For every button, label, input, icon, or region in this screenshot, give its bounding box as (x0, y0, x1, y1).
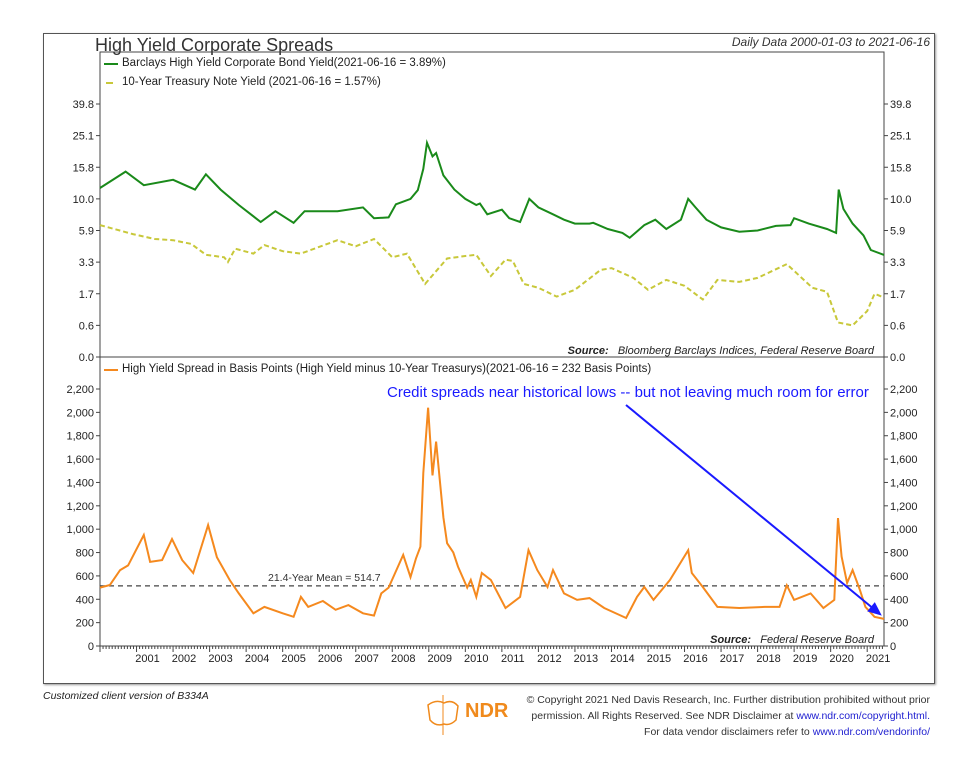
bottom-ytick-label-right: 1,800 (890, 431, 918, 443)
vendor-line: For data vendor disclaimers refer to www… (527, 724, 930, 740)
bottom-ytick-label-left: 400 (76, 594, 94, 606)
bottom-ytick-label-left: 200 (76, 618, 94, 630)
top-ytick-label-right: 0.6 (890, 320, 905, 332)
bottom-ytick-label-right: 1,200 (890, 501, 918, 513)
top-ytick-label-left: 1.7 (79, 289, 94, 301)
bottom-ytick-label-right: 1,400 (890, 477, 918, 489)
bottom-ytick-label-left: 2,000 (66, 407, 94, 419)
xtick-label: 2005 (281, 653, 305, 665)
bottom-ytick-label-left: 2,200 (66, 384, 94, 396)
top-source: Source: Bloomberg Barclays Indices, Fede… (568, 345, 874, 357)
legend-high-yield: Barclays High Yield Corporate Bond Yield… (122, 57, 446, 69)
xtick-label: 2003 (208, 653, 232, 665)
xtick-label: 2019 (793, 653, 817, 665)
top-ytick-label-left: 0.6 (79, 320, 94, 332)
xtick-label: 2008 (391, 653, 415, 665)
copyright-line-1: © Copyright 2021 Ned Davis Research, Inc… (526, 694, 930, 706)
top-source-text: Bloomberg Barclays Indices, Federal Rese… (617, 345, 874, 357)
bottom-ytick-label-left: 1,600 (66, 454, 94, 466)
bottom-ytick-label-left: 1,000 (66, 524, 94, 536)
arrowhead-icon (867, 602, 882, 616)
top-ytick-label-left: 10.0 (73, 194, 94, 206)
vendor-text: For data vendor disclaimers refer to (644, 726, 810, 738)
bottom-ytick-label-right: 2,000 (890, 407, 918, 419)
copyright: © Copyright 2021 Ned Davis Research, Inc… (527, 692, 930, 740)
high-yield-line (99, 138, 885, 256)
bottom-ytick-label-left: 600 (76, 571, 94, 583)
top-ytick-label-left: 0.0 (79, 352, 94, 364)
top-ytick-label-right: 15.8 (890, 162, 911, 174)
xtick-label: 2021 (866, 653, 890, 665)
bottom-ytick-label-right: 2,200 (890, 384, 918, 396)
client-note: Customized client version of B334A (43, 690, 209, 702)
xtick-label: 2001 (135, 653, 159, 665)
bottom-ytick-label-left: 1,400 (66, 477, 94, 489)
xtick-label: 2011 (501, 653, 525, 665)
chart-title: High Yield Corporate Spreads (95, 35, 334, 55)
date-range: Daily Data 2000-01-03 to 2021-06-16 (731, 35, 930, 49)
vendor-link[interactable]: www.ndr.com/vendorinfo/ (812, 726, 930, 738)
bottom-ytick-label-left: 0 (88, 641, 94, 653)
annotation-text: Credit spreads near historical lows -- b… (387, 384, 869, 401)
ndr-logo-text: NDR (465, 700, 509, 722)
top-ytick-label-left: 5.9 (79, 226, 94, 238)
top-ytick-label-right: 39.8 (890, 99, 911, 111)
top-source-label: Source: (567, 345, 609, 357)
bottom-ytick-label-right: 0 (890, 641, 896, 653)
xtick-label: 2010 (464, 653, 488, 665)
xtick-label: 2007 (354, 653, 378, 665)
copyright-text: permission. All Rights Reserved. See NDR… (531, 710, 794, 722)
top-plot-area (99, 51, 885, 358)
copyright-line-2: permission. All Rights Reserved. See NDR… (527, 708, 930, 724)
annotation-arrow (625, 404, 877, 612)
chart-frame (43, 33, 935, 684)
top-ytick-label-left: 15.8 (73, 162, 94, 174)
bottom-source-label: Source: (710, 634, 752, 646)
bottom-ytick-label-left: 800 (76, 548, 94, 560)
bottom-ytick-label-right: 200 (890, 618, 908, 630)
treasury-yield-line (99, 224, 885, 327)
bottom-ytick-label-right: 600 (890, 571, 908, 583)
top-ytick-label-right: 25.1 (890, 131, 911, 143)
bottom-source: Source: Federal Reserve Board (710, 634, 874, 646)
top-ytick-label-left: 39.8 (73, 99, 94, 111)
legend-spread: High Yield Spread in Basis Points (High … (122, 363, 652, 375)
xtick-label: 2002 (172, 653, 196, 665)
xtick-label: 2018 (756, 653, 780, 665)
bottom-ytick-label-right: 400 (890, 594, 908, 606)
bottom-source-text: Federal Reserve Board (760, 634, 874, 646)
xtick-label: 2006 (318, 653, 342, 665)
xtick-label: 2016 (683, 653, 707, 665)
top-ytick-label-right: 5.9 (890, 226, 905, 238)
bottom-ytick-label-right: 800 (890, 548, 908, 560)
xtick-label: 2013 (574, 653, 598, 665)
legend-treasury: 10-Year Treasury Note Yield (2021-06-16 … (122, 76, 381, 88)
copyright-link[interactable]: www.ndr.com/copyright.html. (796, 710, 930, 722)
xtick-label: 2012 (537, 653, 561, 665)
top-ytick-label-right: 3.3 (890, 257, 905, 269)
spread-line (99, 407, 885, 620)
mean-label: 21.4-Year Mean = 514.7 (268, 572, 381, 584)
bottom-plot-area (99, 356, 885, 647)
top-ytick-label-right: 0.0 (890, 352, 905, 364)
xtick-label: 2004 (245, 653, 269, 665)
top-ytick-label-left: 25.1 (73, 131, 94, 143)
xtick-label: 2014 (610, 653, 634, 665)
top-ytick-label-right: 1.7 (890, 289, 905, 301)
xtick-label: 2015 (647, 653, 671, 665)
xtick-label: 2009 (428, 653, 452, 665)
bottom-ytick-label-left: 1,800 (66, 431, 94, 443)
bottom-ytick-label-right: 1,000 (890, 524, 918, 536)
bottom-ytick-label-right: 1,600 (890, 454, 918, 466)
top-ytick-label-right: 10.0 (890, 194, 911, 206)
xtick-label: 2017 (720, 653, 744, 665)
bottom-ytick-label-left: 1,200 (66, 501, 94, 513)
top-ytick-label-left: 3.3 (79, 257, 94, 269)
xtick-label: 2020 (829, 653, 853, 665)
